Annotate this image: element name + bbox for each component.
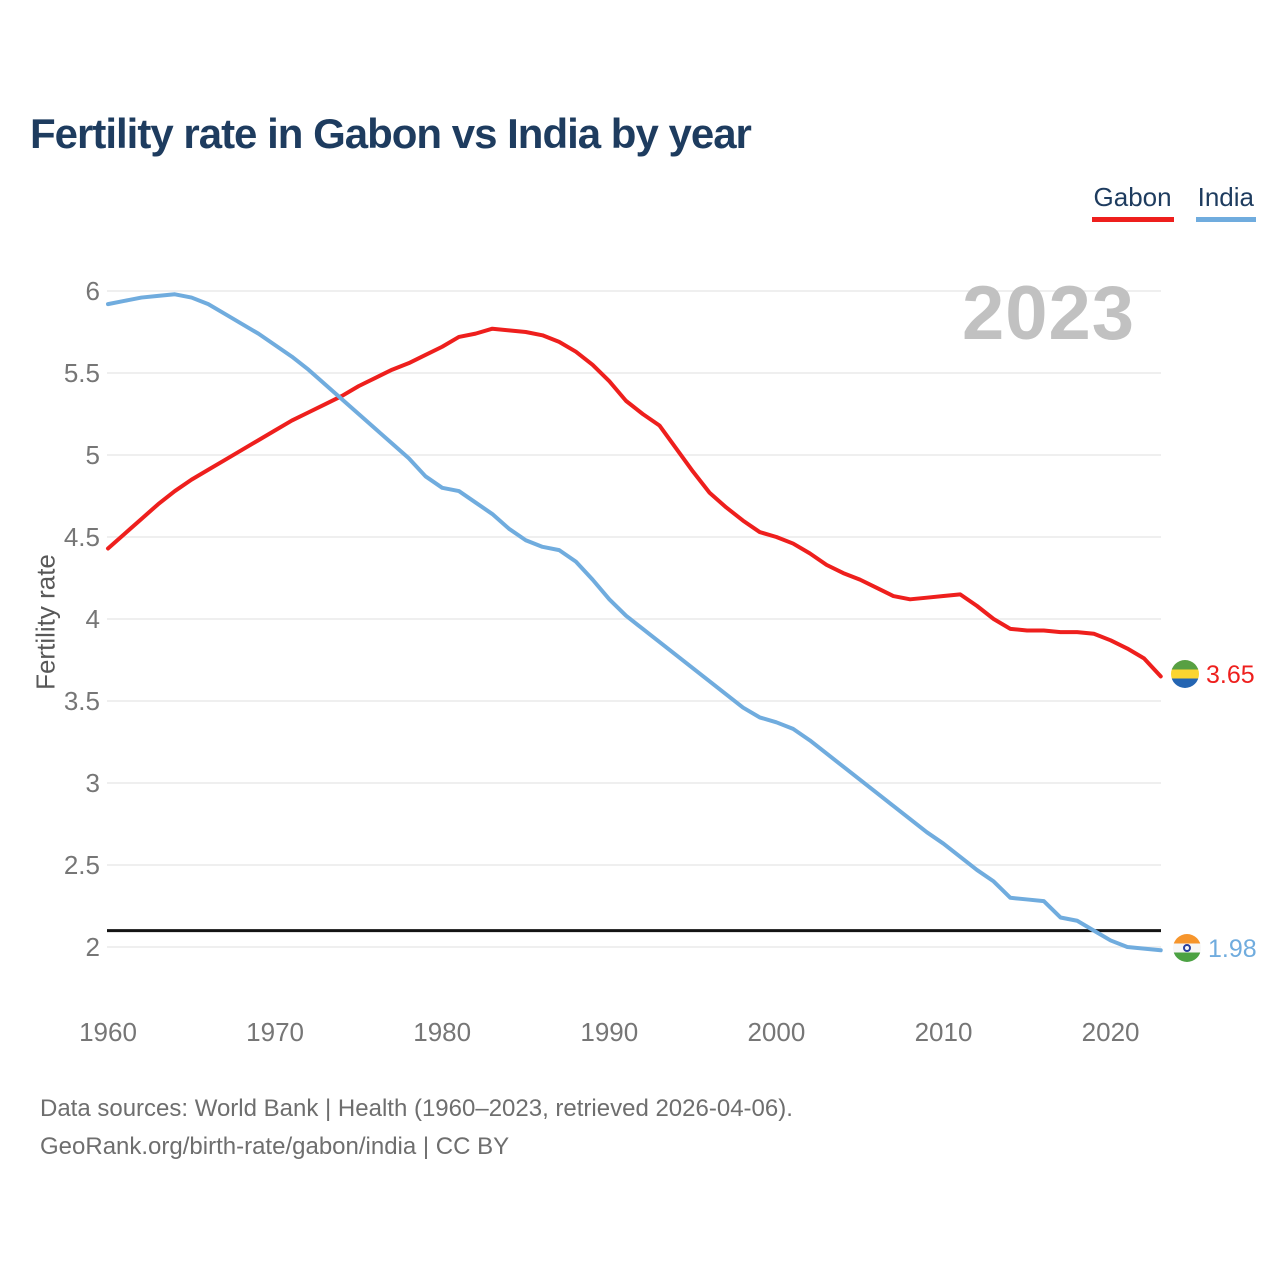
legend-item-india: India <box>1195 183 1256 222</box>
y-tick-label: 4.5 <box>63 522 100 552</box>
x-tick-label: 2020 <box>1081 1017 1140 1047</box>
x-tick-label: 1960 <box>79 1017 137 1047</box>
source-line-1: Data sources: World Bank | Health (1960–… <box>40 1095 793 1122</box>
chart-title: Fertility rate in Gabon vs India by year <box>30 110 752 157</box>
x-tick-label: 1980 <box>413 1017 472 1047</box>
legend-item-gabon: Gabon <box>1091 183 1174 222</box>
y-tick-label: 2 <box>85 932 100 962</box>
y-tick-label: 5.5 <box>63 358 100 388</box>
x-tick-label: 2010 <box>914 1017 973 1047</box>
y-tick-label: 3.5 <box>63 686 100 716</box>
y-tick-label: 4 <box>85 604 100 634</box>
chakra-icon <box>1183 944 1191 952</box>
y-tick-label: 3 <box>85 768 100 798</box>
series-line-india <box>106 292 1163 953</box>
legend: Gabon India <box>1091 183 1256 222</box>
x-tick-label: 2000 <box>747 1017 806 1047</box>
year-watermark: 2023 <box>962 271 1136 356</box>
data-source-note: Data sources: World Bank | Health (1960–… <box>40 1090 793 1166</box>
india-flag-icon <box>1173 934 1201 962</box>
y-tick-label: 2.5 <box>63 850 100 880</box>
gabon-flag-icon <box>1171 660 1199 688</box>
x-tick-label: 1990 <box>580 1017 639 1047</box>
india-end-value: 1.98 <box>1208 935 1257 963</box>
series-line-gabon <box>106 326 1163 679</box>
y-tick-label: 6 <box>85 276 100 306</box>
gabon-end-value: 3.65 <box>1206 661 1255 689</box>
source-line-2: GeoRank.org/birth-rate/gabon/india | CC … <box>40 1133 510 1160</box>
y-tick-label: 5 <box>85 440 100 470</box>
x-tick-label: 1970 <box>246 1017 305 1047</box>
